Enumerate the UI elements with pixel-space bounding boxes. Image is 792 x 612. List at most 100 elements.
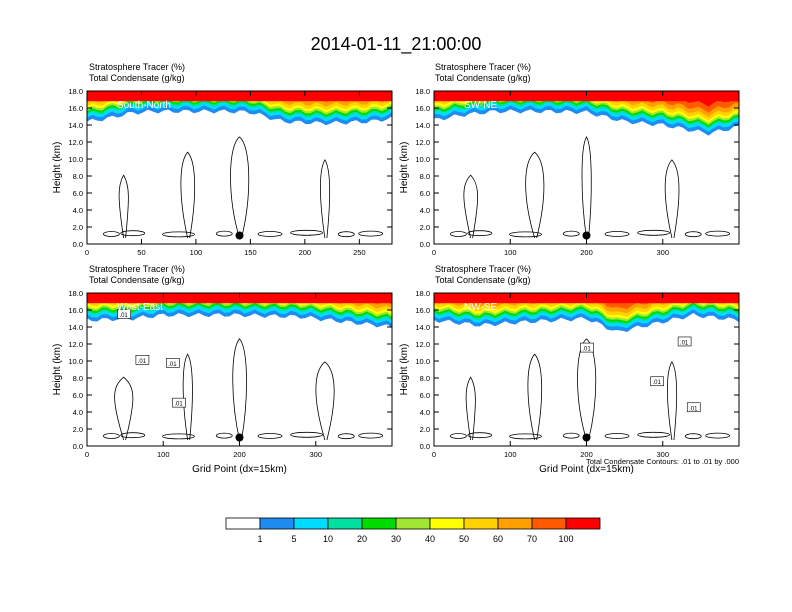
contour-line — [637, 431, 670, 438]
contour-line — [337, 433, 355, 440]
y-tick-label: 2.0 — [73, 223, 83, 232]
contour-line — [290, 229, 324, 236]
contour-line — [581, 136, 592, 239]
contour-line — [337, 231, 355, 238]
contour-line — [215, 230, 233, 237]
y-tick-label: 10.0 — [68, 357, 83, 366]
contour-label-box — [580, 342, 594, 353]
x-tick-label: 300 — [309, 450, 322, 459]
colorbar-swatch — [327, 517, 363, 530]
contour-line — [467, 432, 493, 439]
contour-line — [684, 231, 702, 238]
contour-line — [467, 230, 493, 237]
contour-line — [103, 433, 120, 439]
plot-frame — [86, 90, 393, 245]
panel-label-condensate: Total Condensate (g/kg) — [89, 275, 185, 285]
panel-west-east: .01.01.01.01West-East0.02.04.06.08.010.0… — [52, 264, 393, 475]
panel-label-tracer: Stratosphere Tracer (%) — [435, 264, 531, 274]
panel-nw-se: .01 .01 .01 .01 NW-SE 0.0 2.0 4.0 6.0 8.0 10.0 12.0… — [399, 264, 740, 475]
colorbar-label: 40 — [425, 534, 435, 544]
cross-section-label: SW-NE — [464, 100, 497, 111]
colorbar-label: 60 — [493, 534, 503, 544]
y-tick-label: 12.0 — [68, 138, 83, 147]
location-marker — [582, 433, 591, 442]
y-tick-label: 2.0 — [73, 425, 83, 434]
cross-section-label: NW-SE — [464, 302, 497, 313]
contour-label-box — [686, 402, 701, 413]
contour-line — [527, 353, 543, 441]
x-tick-label: 100 — [157, 450, 170, 459]
y-tick-label: 4.0 — [420, 408, 430, 417]
panel-label-tracer: Stratosphere Tracer (%) — [89, 62, 185, 72]
tracer-band — [434, 293, 739, 304]
contour-line — [358, 432, 384, 439]
y-axis-label: Height (km) — [399, 142, 410, 194]
contour-label: .01 — [680, 340, 689, 346]
contour-line — [509, 231, 542, 238]
contour-label-box — [172, 397, 186, 408]
y-tick-label: 16.0 — [415, 306, 430, 315]
contour-label: .01 — [652, 380, 661, 386]
y-tick-label: 8.0 — [420, 172, 430, 181]
contour-label-box — [117, 309, 131, 319]
panels: South-North 0.0 2.0 4.0 6.0 8.0 10.0 12.0 14.0 16… — [52, 62, 740, 475]
x-axis-label: Grid Point (dx=15km) — [192, 464, 287, 475]
x-tick-label: 0 — [432, 248, 436, 257]
contour-line — [705, 230, 731, 237]
tracer-field — [434, 91, 739, 239]
contour-line — [120, 230, 146, 237]
contour-line — [120, 432, 146, 439]
contour-line — [449, 231, 467, 237]
contour-line — [315, 361, 335, 441]
location-marker — [235, 433, 244, 442]
y-tick-label: 12.0 — [415, 138, 430, 147]
y-tick-label: 6.0 — [420, 189, 430, 198]
y-tick-label: 4.0 — [73, 408, 83, 417]
y-tick-label: 0.0 — [73, 442, 83, 451]
contour-line — [667, 361, 678, 441]
contour-line — [562, 432, 580, 439]
contour-line — [463, 174, 479, 239]
cross-section-label: West-East — [117, 302, 163, 313]
condensate-contours — [449, 338, 731, 441]
figure-title: 2014-01-11_21:00:00 — [311, 34, 482, 55]
y-tick-label: 6.0 — [420, 391, 430, 400]
contour-note: Total Condensate Contours: .01 to .01 by… — [586, 457, 739, 466]
y-tick-label: 14.0 — [68, 323, 83, 332]
y-tick-label: 2.0 — [420, 425, 430, 434]
contour-label: .01 — [582, 347, 591, 353]
x-tick-label: 0 — [432, 450, 436, 459]
contour-label-box — [166, 358, 180, 368]
y-tick-label: 16.0 — [415, 104, 430, 113]
contour-label: .01 — [119, 313, 128, 319]
contour-line — [215, 432, 233, 439]
tracer-field — [87, 91, 392, 239]
y-tick-label: 14.0 — [68, 121, 83, 130]
colorbar-swatch — [395, 517, 431, 530]
colorbar-swatch — [429, 517, 465, 530]
y-tick-label: 10.0 — [415, 357, 430, 366]
x-tick-label: 200 — [580, 248, 593, 257]
colorbar-swatch — [259, 517, 295, 530]
tracer-band — [87, 91, 392, 102]
y-axis-label: Height (km) — [52, 344, 63, 396]
contour-label: .01 — [168, 362, 177, 368]
y-axis-label: Height (km) — [399, 344, 410, 396]
y-tick-label: 2.0 — [420, 223, 430, 232]
contour-line — [449, 433, 467, 439]
x-tick-label: 50 — [137, 248, 145, 257]
contour-line — [180, 151, 196, 239]
contour-line — [637, 229, 670, 236]
y-axis-label: Height (km) — [52, 142, 63, 194]
y-tick-label: 8.0 — [73, 374, 83, 383]
contour-line — [103, 231, 120, 237]
colorbar-label: 30 — [391, 534, 401, 544]
y-tick-label: 10.0 — [415, 155, 430, 164]
x-tick-label: 200 — [299, 248, 312, 257]
colorbar-swatch — [463, 517, 499, 530]
y-tick-label: 8.0 — [73, 172, 83, 181]
y-tick-label: 16.0 — [68, 306, 83, 315]
contour-label: .01 — [174, 402, 183, 408]
contour-line — [562, 230, 580, 237]
